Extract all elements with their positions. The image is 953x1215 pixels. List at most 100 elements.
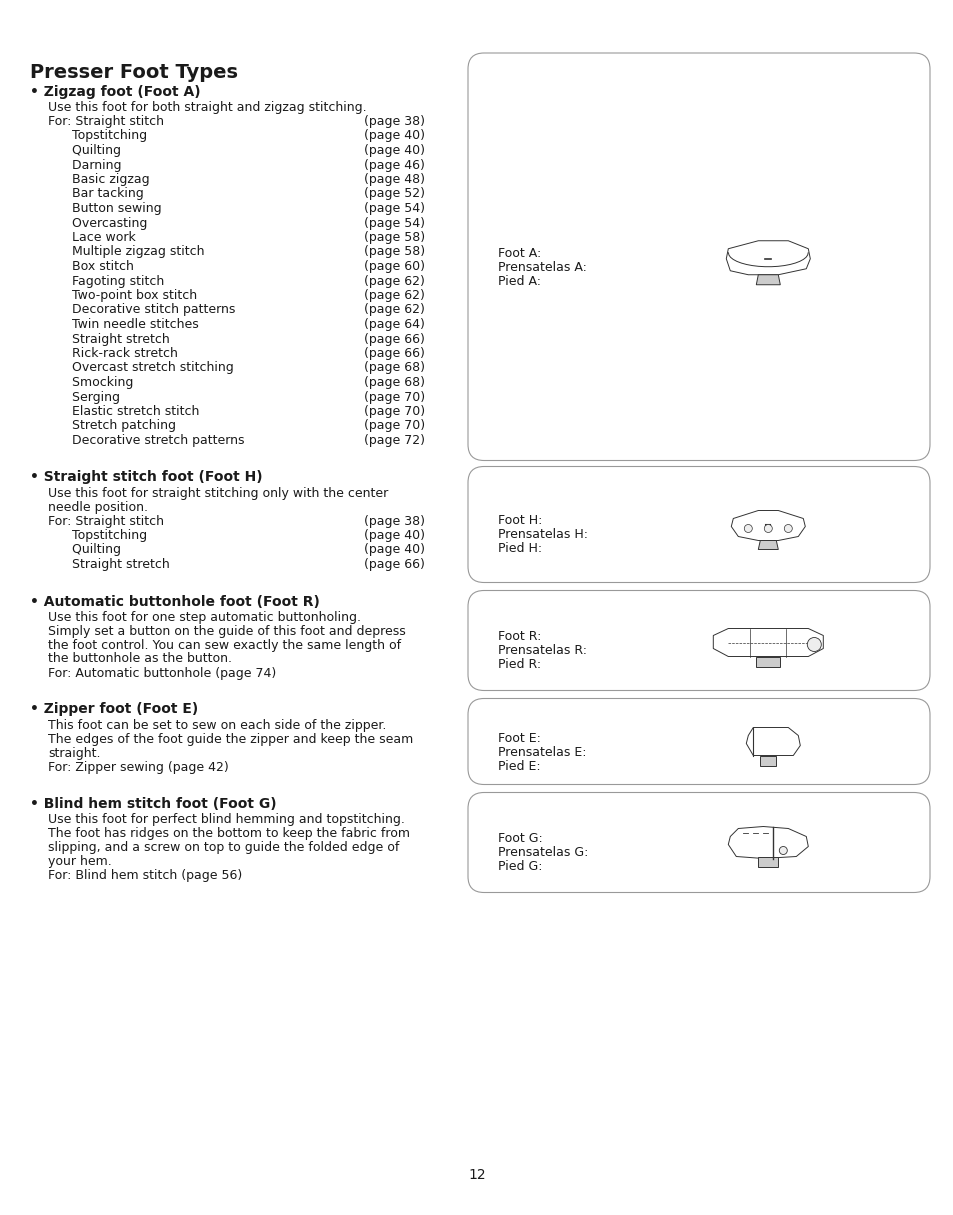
Polygon shape: [727, 826, 807, 859]
Text: Use this foot for perfect blind hemming and topstitching.: Use this foot for perfect blind hemming …: [48, 813, 404, 825]
Text: your hem.: your hem.: [48, 854, 112, 868]
Text: Decorative stitch patterns: Decorative stitch patterns: [48, 304, 235, 316]
Text: Multiple zigzag stitch: Multiple zigzag stitch: [48, 245, 204, 259]
Text: Prensatelas G:: Prensatelas G:: [497, 847, 588, 859]
Text: For: Straight stitch: For: Straight stitch: [48, 115, 164, 128]
Text: Two-point box stitch: Two-point box stitch: [48, 289, 197, 303]
Polygon shape: [756, 656, 780, 667]
Polygon shape: [745, 728, 800, 756]
Text: Fagoting stitch: Fagoting stitch: [48, 275, 164, 288]
Text: (page 70): (page 70): [363, 390, 424, 403]
Text: Use this foot for one step automatic buttonholing.: Use this foot for one step automatic but…: [48, 610, 360, 623]
Text: (page 72): (page 72): [364, 434, 424, 447]
Text: (page 62): (page 62): [364, 304, 424, 316]
Polygon shape: [758, 857, 778, 866]
Text: (page 48): (page 48): [364, 173, 424, 186]
Text: (page 70): (page 70): [363, 405, 424, 418]
Text: Elastic stretch stitch: Elastic stretch stitch: [48, 405, 199, 418]
Text: (page 54): (page 54): [364, 216, 424, 230]
Text: Bar tacking: Bar tacking: [48, 187, 144, 200]
Text: Rick-rack stretch: Rick-rack stretch: [48, 347, 177, 360]
Text: Serging: Serging: [48, 390, 120, 403]
Circle shape: [763, 525, 772, 532]
Text: Pied A:: Pied A:: [497, 275, 540, 288]
Text: (page 62): (page 62): [364, 289, 424, 303]
Text: (page 66): (page 66): [364, 347, 424, 360]
Text: Prensatelas E:: Prensatelas E:: [497, 746, 586, 758]
Circle shape: [806, 638, 821, 651]
Text: Decorative stretch patterns: Decorative stretch patterns: [48, 434, 244, 447]
Text: Use this foot for straight stitching only with the center: Use this foot for straight stitching onl…: [48, 486, 388, 499]
Text: Pied H:: Pied H:: [497, 543, 541, 555]
Text: • Zipper foot (Foot E): • Zipper foot (Foot E): [30, 702, 198, 717]
Text: (page 38): (page 38): [364, 514, 424, 527]
Text: Pied G:: Pied G:: [497, 860, 542, 874]
Text: (page 62): (page 62): [364, 275, 424, 288]
Text: the foot control. You can sew exactly the same length of: the foot control. You can sew exactly th…: [48, 639, 400, 651]
Text: This foot can be set to sew on each side of the zipper.: This foot can be set to sew on each side…: [48, 718, 386, 731]
Text: slipping, and a screw on top to guide the folded edge of: slipping, and a screw on top to guide th…: [48, 841, 399, 853]
Text: (page 66): (page 66): [364, 558, 424, 571]
Text: For: Blind hem stitch (page 56): For: Blind hem stitch (page 56): [48, 869, 242, 882]
Text: (page 58): (page 58): [363, 231, 424, 244]
Text: Darning: Darning: [48, 158, 121, 171]
Text: Topstitching: Topstitching: [48, 130, 147, 142]
FancyBboxPatch shape: [468, 53, 929, 460]
Text: Basic zigzag: Basic zigzag: [48, 173, 150, 186]
Circle shape: [779, 847, 786, 854]
Text: Quilting: Quilting: [48, 543, 121, 556]
Text: (page 68): (page 68): [364, 362, 424, 374]
FancyBboxPatch shape: [468, 792, 929, 893]
Text: Foot E:: Foot E:: [497, 731, 540, 745]
Polygon shape: [758, 541, 778, 549]
Text: (page 40): (page 40): [364, 543, 424, 556]
Text: For: Straight stitch: For: Straight stitch: [48, 514, 164, 527]
Text: Twin needle stitches: Twin needle stitches: [48, 318, 198, 330]
Text: (page 40): (page 40): [364, 130, 424, 142]
Text: Lace work: Lace work: [48, 231, 135, 244]
Text: Prensatelas R:: Prensatelas R:: [497, 644, 586, 657]
Text: (page 52): (page 52): [364, 187, 424, 200]
Text: • Blind hem stitch foot (Foot G): • Blind hem stitch foot (Foot G): [30, 797, 276, 810]
Text: (page 58): (page 58): [363, 245, 424, 259]
Text: Box stitch: Box stitch: [48, 260, 133, 273]
Text: straight.: straight.: [48, 746, 100, 759]
Text: (page 38): (page 38): [364, 115, 424, 128]
Text: Presser Foot Types: Presser Foot Types: [30, 63, 237, 81]
Polygon shape: [725, 241, 809, 275]
Text: The edges of the foot guide the zipper and keep the seam: The edges of the foot guide the zipper a…: [48, 733, 413, 746]
Text: (page 60): (page 60): [364, 260, 424, 273]
Text: Straight stretch: Straight stretch: [48, 333, 170, 345]
FancyBboxPatch shape: [468, 467, 929, 582]
Text: Straight stretch: Straight stretch: [48, 558, 170, 571]
Text: Topstitching: Topstitching: [48, 529, 147, 542]
Text: Button sewing: Button sewing: [48, 202, 161, 215]
FancyBboxPatch shape: [468, 590, 929, 690]
Text: Simply set a button on the guide of this foot and depress: Simply set a button on the guide of this…: [48, 625, 405, 638]
Text: 12: 12: [468, 1168, 485, 1182]
Text: the buttonhole as the button.: the buttonhole as the button.: [48, 652, 232, 666]
Text: (page 70): (page 70): [363, 419, 424, 433]
Text: Foot G:: Foot G:: [497, 832, 542, 846]
Text: Use this foot for both straight and zigzag stitching.: Use this foot for both straight and zigz…: [48, 101, 366, 114]
Text: Prensatelas A:: Prensatelas A:: [497, 261, 586, 273]
Text: • Zigzag foot (Foot A): • Zigzag foot (Foot A): [30, 85, 200, 98]
Text: (page 40): (page 40): [364, 145, 424, 157]
Polygon shape: [760, 756, 776, 765]
Polygon shape: [731, 510, 804, 541]
Text: Pied E:: Pied E:: [497, 759, 540, 773]
Text: • Automatic buttonhole foot (Foot R): • Automatic buttonhole foot (Foot R): [30, 594, 319, 609]
Text: Stretch patching: Stretch patching: [48, 419, 175, 433]
Text: (page 40): (page 40): [364, 529, 424, 542]
Text: (page 54): (page 54): [364, 202, 424, 215]
Text: Foot R:: Foot R:: [497, 631, 540, 644]
Polygon shape: [713, 628, 822, 656]
Text: (page 46): (page 46): [364, 158, 424, 171]
Text: • Straight stitch foot (Foot H): • Straight stitch foot (Foot H): [30, 470, 262, 485]
Text: Overcast stretch stitching: Overcast stretch stitching: [48, 362, 233, 374]
Text: Quilting: Quilting: [48, 145, 121, 157]
Text: Pied R:: Pied R:: [497, 659, 540, 672]
Text: needle position.: needle position.: [48, 501, 148, 514]
Circle shape: [783, 525, 792, 532]
Text: (page 64): (page 64): [364, 318, 424, 330]
